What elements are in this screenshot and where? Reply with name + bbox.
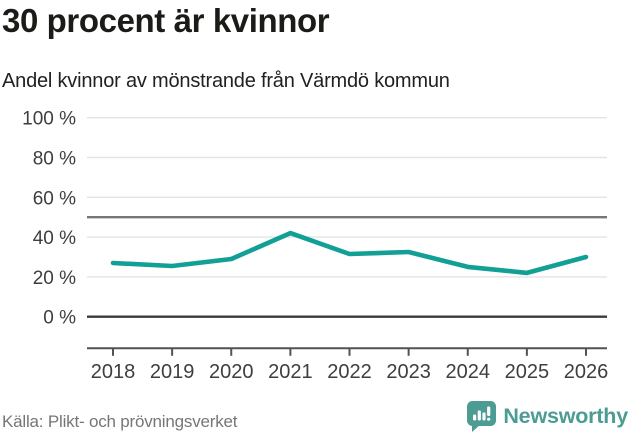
- x-axis-tick-label: 2025: [505, 361, 550, 383]
- speech-bubble: [467, 401, 497, 432]
- y-axis-tick-label: 40 %: [33, 228, 76, 249]
- y-axis-tick-label: 80 %: [33, 149, 76, 170]
- logo-bars: [473, 410, 486, 421]
- x-axis-tick-label: 2024: [446, 361, 491, 383]
- logo-exclamation: [487, 406, 491, 421]
- y-axis-tick-label: 0 %: [43, 308, 76, 329]
- newsworthy-icon: [467, 401, 497, 432]
- x-axis-tick-label: 2018: [91, 361, 136, 383]
- y-axis-tick-label: 60 %: [33, 188, 76, 209]
- chart-subtitle: Andel kvinnor av mönstrande från Värmdö …: [2, 70, 450, 92]
- x-axis-tick-label: 2020: [209, 361, 254, 383]
- x-axis-tick-label: 2022: [327, 361, 372, 383]
- chart-title: 30 procent är kvinnor: [2, 2, 330, 39]
- y-axis-tick-label: 20 %: [33, 268, 76, 289]
- x-axis-tick-label: 2023: [386, 361, 431, 383]
- x-axis-tick-label: 2026: [564, 361, 609, 383]
- source-note: Källa: Plikt- och prövningsverket: [2, 412, 238, 431]
- newsworthy-logo[interactable]: Newsworthy: [467, 401, 628, 432]
- data-line-series: [110, 230, 589, 276]
- x-axis-tick-label: 2019: [150, 361, 195, 383]
- y-axis-tick-label: 100 %: [22, 109, 76, 130]
- x-axis-tick-label: 2021: [268, 361, 313, 383]
- newsworthy-wordmark: Newsworthy: [503, 404, 628, 428]
